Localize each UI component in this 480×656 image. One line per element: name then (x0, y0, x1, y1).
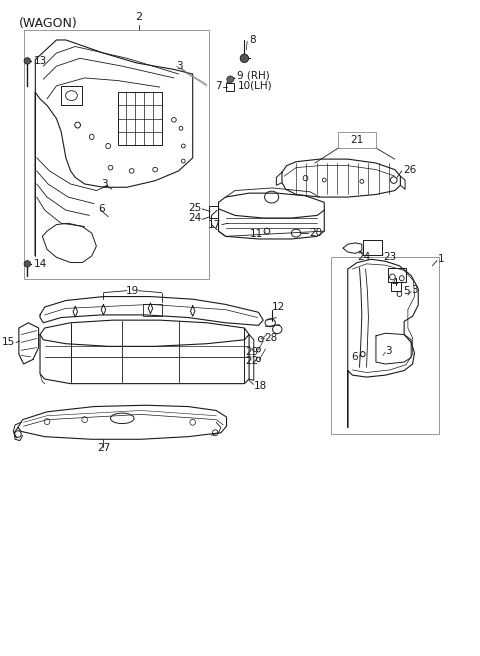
Text: 18: 18 (254, 380, 267, 390)
Bar (388, 268, 407, 282)
Text: 22: 22 (245, 356, 259, 367)
Text: 15: 15 (2, 337, 15, 348)
Ellipse shape (24, 260, 31, 267)
Text: 4: 4 (392, 279, 398, 289)
Text: 3: 3 (101, 179, 108, 189)
Text: 7: 7 (215, 81, 222, 91)
Text: 5: 5 (403, 286, 409, 297)
Text: 28: 28 (264, 333, 277, 343)
Text: 24: 24 (357, 252, 371, 262)
Text: 25: 25 (188, 203, 201, 213)
Text: 2: 2 (135, 12, 142, 22)
Ellipse shape (227, 76, 234, 83)
Bar (24, 30, 209, 279)
Bar (226, 83, 234, 91)
Text: 14: 14 (34, 259, 47, 269)
Text: 12: 12 (272, 302, 285, 312)
Bar (331, 257, 439, 434)
Text: 13: 13 (34, 56, 47, 66)
Text: 8: 8 (249, 35, 256, 45)
Bar (144, 304, 162, 316)
Text: 24: 24 (188, 213, 201, 223)
Text: 20: 20 (309, 228, 322, 238)
Bar (118, 92, 162, 145)
Text: 1: 1 (438, 255, 444, 264)
Bar (61, 86, 82, 106)
Text: 3: 3 (176, 61, 183, 71)
Text: 6: 6 (98, 204, 105, 214)
Text: 11: 11 (250, 230, 263, 239)
Text: 26: 26 (403, 165, 417, 174)
Text: 3: 3 (411, 285, 418, 295)
Text: 21: 21 (350, 135, 364, 145)
Text: (WAGON): (WAGON) (19, 17, 78, 30)
Text: 6: 6 (351, 352, 358, 362)
Text: 17: 17 (208, 220, 221, 230)
Ellipse shape (24, 58, 31, 64)
Text: 29: 29 (245, 346, 259, 357)
Text: 27: 27 (97, 443, 110, 453)
Bar (338, 132, 376, 148)
Ellipse shape (240, 54, 249, 62)
Text: 10(LH): 10(LH) (237, 81, 272, 91)
Text: 3: 3 (385, 346, 392, 356)
Text: 23: 23 (384, 252, 396, 262)
Text: 19: 19 (126, 285, 139, 296)
Bar (391, 282, 401, 291)
Bar (209, 206, 217, 218)
Text: 9 (RH): 9 (RH) (237, 70, 270, 80)
Bar (363, 240, 382, 255)
